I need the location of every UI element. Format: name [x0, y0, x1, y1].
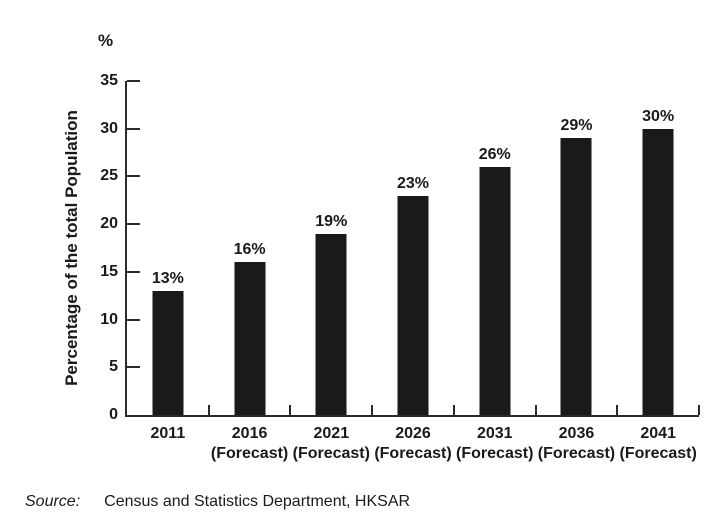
x-axis-category: 2016 (Forecast) [209, 424, 291, 464]
x-axis-category: 2031 (Forecast) [454, 424, 536, 464]
y-axis-tick-label: 20 [100, 215, 118, 233]
x-axis-year-label: 2021 [313, 425, 350, 442]
x-axis-category: 2041 (Forecast) [617, 424, 699, 464]
bar-value-label: 23% [397, 174, 430, 192]
x-axis-forecast-label: (Forecast) [210, 445, 289, 462]
bar-value-label: 30% [642, 107, 675, 125]
bar-cell: 30% [617, 81, 699, 415]
y-axis-tick [127, 223, 140, 226]
x-axis-year-label: 2031 [476, 425, 513, 442]
x-axis-tick [207, 405, 210, 415]
x-axis-year-label: 2036 [558, 425, 595, 442]
y-axis-tick-label: 0 [109, 406, 118, 423]
bar-cell: 26% [454, 81, 536, 415]
x-axis-category: 2026 (Forecast) [372, 424, 454, 464]
y-axis-title-text: Percentage of the total Population [62, 110, 81, 386]
y-axis-tick [127, 80, 140, 82]
y-axis-tick-label: 25 [100, 167, 118, 185]
x-axis-category: 2036 (Forecast) [536, 424, 618, 464]
bar-cell: 23% [372, 81, 454, 415]
bar-cell: 29% [536, 81, 618, 415]
bar-value-label: 19% [315, 212, 348, 230]
bar [397, 195, 429, 415]
y-axis-tick [127, 127, 140, 130]
bar [560, 138, 592, 415]
y-axis-tick-label: 10 [100, 310, 118, 328]
y-axis-tick [127, 318, 140, 321]
x-axis-category: 2021 (Forecast) [290, 424, 372, 464]
source-line: Source: Census and Statistics Department,… [25, 493, 410, 511]
x-axis-tick [616, 405, 619, 415]
y-axis-tick [127, 366, 140, 369]
bar [315, 233, 347, 415]
x-axis-labels: 2011 2016 (Forecast) 2021 (Forecast) 2026 (For… [127, 424, 699, 464]
x-axis-forecast-label: (Forecast) [619, 445, 697, 462]
source-label: Source: [25, 493, 81, 510]
x-axis-category: 2011 [127, 424, 209, 464]
y-axis-unit-label: % [98, 31, 114, 50]
x-axis-tick [371, 405, 374, 415]
source-text: Census and Statistics Department, HKSAR [104, 493, 411, 510]
bars-container: 13% 16% 19% 23% 26% 29% 30% [127, 81, 699, 415]
bar [234, 262, 266, 415]
y-axis-tick [127, 175, 140, 178]
bar-value-label: 16% [233, 241, 266, 259]
x-axis-year-label: 2011 [150, 425, 186, 442]
bar-cell: 19% [290, 81, 372, 415]
x-axis-year-label: 2016 [231, 425, 268, 442]
x-axis-tick [698, 405, 700, 415]
x-axis-year-label: 2026 [395, 425, 431, 442]
y-axis-tick-label: 15 [100, 262, 118, 280]
y-axis-tick-label: 30 [100, 119, 118, 137]
x-axis-forecast-label: (Forecast) [292, 445, 370, 462]
y-axis-tick-label: 5 [109, 358, 118, 376]
x-axis-tick [289, 405, 292, 415]
y-axis-tick-label: 35 [100, 72, 118, 89]
plot-area: 13% 16% 19% 23% 26% 29% 30% [125, 80, 700, 417]
bar-value-label: 26% [478, 145, 511, 163]
bar [152, 290, 184, 415]
bar-cell: 13% [127, 81, 209, 415]
x-axis-forecast-label: (Forecast) [537, 445, 616, 462]
x-axis-year-label: 2041 [640, 425, 676, 442]
bar-value-label: 13% [151, 269, 184, 287]
x-axis-forecast-label: (Forecast) [374, 445, 452, 462]
bar-cell: 16% [209, 81, 291, 415]
x-axis-tick [452, 405, 455, 415]
x-axis-forecast-label: (Forecast) [456, 445, 534, 462]
x-axis-tick [534, 405, 537, 415]
bar [479, 166, 511, 415]
y-axis-tick [127, 270, 140, 273]
bar [642, 128, 674, 415]
bar-value-label: 29% [560, 117, 593, 135]
